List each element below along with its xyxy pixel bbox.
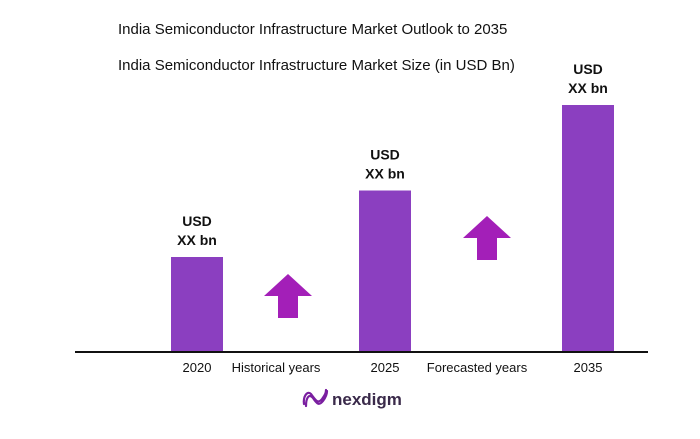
value-label-2020-line-2: XX bn	[177, 232, 217, 248]
x-tick-2035: 2035	[574, 360, 603, 375]
bars-group	[171, 105, 614, 352]
bar-2035	[562, 105, 614, 352]
brand-name: nexdigm	[332, 390, 402, 409]
x-ticks-group: 2020 2025 2035	[183, 360, 603, 375]
growth-arrow-forecast-icon	[463, 216, 511, 260]
value-labels-group: USD XX bn USD XX bn USD XX bn	[177, 61, 608, 248]
brand-logo: nexdigm	[302, 388, 402, 409]
forecasted-years-label: Forecasted years	[427, 360, 528, 375]
x-tick-2020: 2020	[183, 360, 212, 375]
nexdigm-logo-icon	[302, 388, 329, 408]
historical-years-label: Historical years	[232, 360, 321, 375]
x-tick-2025: 2025	[371, 360, 400, 375]
chart-subtitle: India Semiconductor Infrastructure Marke…	[118, 57, 515, 74]
value-label-2025-line-1: USD	[370, 147, 400, 163]
bar-2020	[171, 257, 223, 352]
chart-title: India Semiconductor Infrastructure Marke…	[118, 21, 507, 38]
value-label-2020-line-1: USD	[182, 213, 212, 229]
growth-arrow-historical-icon	[264, 274, 312, 318]
bar-2025	[359, 190, 411, 352]
value-label-2025-line-2: XX bn	[365, 166, 405, 182]
value-label-2035-line-1: USD	[573, 61, 603, 77]
value-label-2035-line-2: XX bn	[568, 80, 608, 96]
